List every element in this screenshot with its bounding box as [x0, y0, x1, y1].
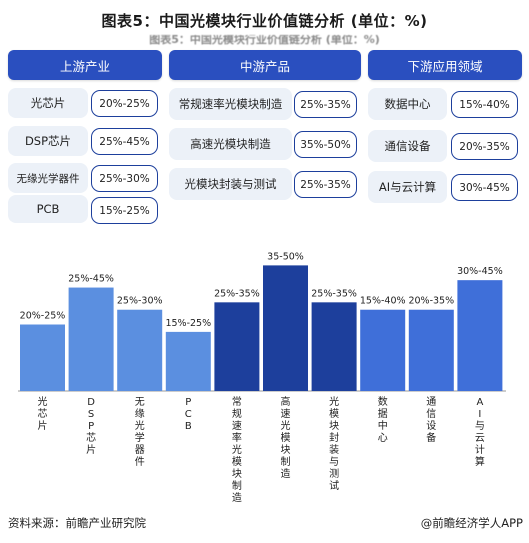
- bar: [165, 331, 211, 391]
- bar: [457, 280, 503, 391]
- data-label: 30%-45%: [457, 266, 503, 277]
- midstream-item-label: 光模块封装与测试: [169, 168, 292, 200]
- upstream-item-range: 15%-25%: [91, 197, 158, 224]
- bar: [311, 302, 357, 391]
- chart-title: 图表5：中国光模块行业价值链分析 (单位：%): [101, 12, 428, 30]
- data-label: 25%-45%: [68, 274, 114, 285]
- bar: [408, 309, 454, 391]
- midstream-item-range: 25%-35%: [294, 91, 357, 118]
- bar: [117, 309, 163, 391]
- downstream-item-label: 通信设备: [368, 130, 447, 162]
- downstream-item-range: 15%-40%: [451, 91, 518, 118]
- category-label: 无缘光学器件: [135, 397, 145, 468]
- category-label: 常规速率光模块制造: [232, 395, 242, 504]
- midstream-item-range: 35%-50%: [294, 131, 357, 158]
- header-downstream: 下游应用领域: [368, 50, 522, 80]
- ghost-title: 图表5：中国光模块行业价值链分析 (单位：%): [149, 35, 380, 45]
- data-label: 25%-30%: [117, 296, 163, 307]
- data-label: 35-50%: [267, 251, 304, 262]
- category-label: 光芯片: [38, 395, 48, 432]
- bar: [360, 309, 406, 391]
- bar-chart: 20%-25% 光芯片 25%-45% D S P 芯片 25%-30% 无缘光学器件 15%-2…: [18, 251, 506, 504]
- brand-label: @前瞻经济学人APP: [420, 516, 523, 530]
- data-label: 20%-25%: [20, 311, 66, 322]
- category-label: 光模块封装与测试: [329, 395, 339, 492]
- midstream-item-label: 常规速率光模块制造: [169, 88, 292, 120]
- bar: [214, 302, 260, 391]
- category-label: A I 与云计算: [475, 397, 485, 468]
- upstream-item-range: 25%-30%: [91, 165, 158, 192]
- upstream-item-label: PCB: [8, 195, 88, 223]
- upstream-item-label: 无缘光学器件: [8, 163, 88, 193]
- header-upstream: 上游产业: [8, 50, 162, 80]
- midstream-item-label: 高速光模块制造: [169, 128, 292, 160]
- upstream-item-range: 25%-45%: [91, 128, 158, 155]
- downstream-item-range: 30%-45%: [451, 174, 518, 201]
- bar: [263, 265, 308, 391]
- downstream-item-label: AI与云计算: [368, 171, 447, 203]
- header-midstream: 中游产品: [169, 50, 361, 80]
- data-label: 15%-40%: [360, 296, 406, 307]
- midstream-item-range: 25%-35%: [294, 171, 357, 198]
- source-note: 资料来源：前瞻产业研究院: [8, 516, 146, 530]
- data-label: 25%-35%: [214, 288, 260, 299]
- bar: [20, 324, 65, 391]
- upstream-item-label: 光芯片: [8, 88, 88, 118]
- category-label: 数据中心: [378, 395, 388, 444]
- downstream-item-range: 20%-35%: [451, 133, 518, 160]
- data-label: 20%-35%: [408, 296, 454, 307]
- category-label: D S P 芯片: [86, 397, 96, 456]
- bar: [68, 287, 114, 391]
- upstream-item-range: 20%-25%: [91, 90, 158, 117]
- category-label: 通信设备: [426, 396, 436, 444]
- data-label: 15%-25%: [165, 318, 211, 329]
- category-label: 高速光模块制造: [281, 395, 291, 480]
- downstream-item-label: 数据中心: [368, 88, 447, 120]
- data-label: 25%-35%: [311, 288, 357, 299]
- upstream-item-label: DSP芯片: [8, 126, 88, 156]
